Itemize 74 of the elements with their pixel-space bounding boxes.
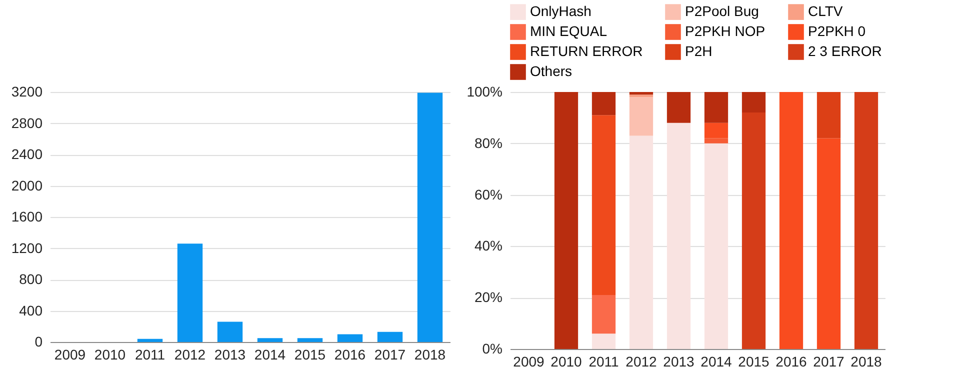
bar [854, 92, 878, 349]
bar [177, 244, 203, 342]
x-tick-label: 2010 [94, 346, 126, 362]
legend-label: Others [530, 63, 572, 79]
bar [629, 97, 654, 136]
legend-label: OnlyHash [530, 3, 592, 20]
bar [592, 295, 616, 334]
bar [742, 112, 766, 349]
x-tick-label: 2014 [700, 354, 732, 370]
bar [554, 92, 578, 349]
y-tick-label: 1200 [11, 240, 43, 256]
x-tick-label: 2009 [513, 354, 545, 370]
x-tick-label: 2017 [813, 354, 845, 370]
legend-label: P2PKH NOP [685, 23, 766, 39]
y-tick-label: 400 [19, 302, 43, 318]
legend-label: 2 3 ERROR [808, 43, 882, 59]
x-tick-label: 2016 [776, 354, 808, 370]
bar [592, 92, 616, 116]
bar [779, 92, 804, 349]
x-tick-label: 2015 [294, 346, 326, 362]
bar [592, 115, 616, 296]
bar [297, 338, 323, 342]
bar [337, 334, 363, 342]
x-tick-label: 2011 [134, 346, 166, 362]
bar [629, 92, 654, 95]
y-tick-label: 0% [482, 340, 502, 356]
y-tick-label: 1600 [11, 208, 43, 224]
y-tick-label: 100% [466, 84, 502, 100]
x-tick-label: 2012 [174, 346, 206, 362]
x-tick-label: 2013 [214, 346, 246, 362]
legend-label: P2Pool Bug [685, 3, 759, 20]
x-tick-label: 2011 [588, 354, 620, 370]
y-tick-label: 60% [474, 186, 502, 202]
legend-label: P2H [685, 43, 712, 59]
bar [217, 322, 243, 342]
x-tick-label: 2014 [254, 346, 286, 362]
x-tick-label: 2015 [738, 354, 770, 370]
y-tick-label: 3200 [11, 84, 43, 100]
y-tick-label: 0 [34, 334, 43, 350]
x-tick-label: 2012 [626, 354, 658, 370]
bar [137, 338, 163, 342]
legend-label: MIN EQUAL [530, 23, 608, 39]
bar [257, 338, 283, 342]
x-tick-label: 2016 [334, 346, 366, 362]
x-tick-label: 2018 [850, 354, 882, 370]
bar [629, 136, 654, 349]
bar [377, 332, 403, 342]
bar [704, 143, 728, 349]
bar [704, 122, 728, 138]
legend-label: P2PKH 0 [808, 23, 866, 39]
bar [592, 334, 616, 349]
x-tick-label: 2013 [663, 354, 695, 370]
y-tick-label: 2000 [11, 177, 43, 194]
bar [704, 138, 728, 144]
bar [417, 92, 443, 342]
y-tick-label: 20% [474, 289, 502, 306]
y-tick-label: 2400 [11, 146, 43, 162]
x-tick-label: 2017 [374, 346, 406, 362]
legend-label: CLTV [808, 3, 844, 20]
bar [629, 94, 654, 98]
x-tick-label: 2009 [54, 346, 86, 362]
y-tick-label: 80% [474, 134, 502, 151]
bar [816, 92, 841, 138]
y-tick-label: 2800 [11, 114, 43, 131]
bar [816, 138, 841, 349]
bar [704, 92, 728, 123]
x-tick-label: 2018 [414, 346, 446, 362]
bar [742, 92, 766, 113]
x-tick-label: 2010 [550, 354, 582, 370]
y-tick-label: 800 [19, 271, 43, 287]
bar [666, 122, 691, 349]
legend-label: RETURN ERROR [530, 43, 643, 59]
y-tick-label: 40% [474, 238, 502, 254]
bar [666, 92, 691, 123]
